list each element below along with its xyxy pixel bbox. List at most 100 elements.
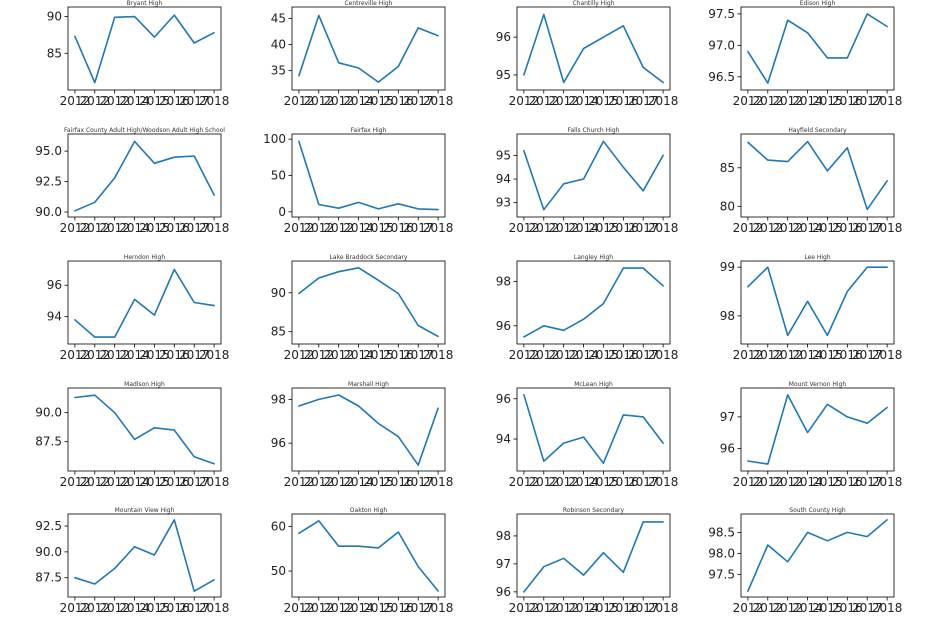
x-tick-label: 2018 — [199, 348, 230, 362]
x-tick-label: 2012 — [80, 601, 111, 615]
subplot: McLean High20122012201220142015201620172… — [496, 381, 679, 489]
axes-frame — [516, 513, 671, 598]
y-tick-label: 90 — [47, 10, 62, 24]
x-tick-label: 2012 — [60, 475, 91, 489]
series-line — [74, 394, 215, 465]
subplot-title: Hayfield Secondary — [788, 127, 847, 134]
subplot: Marshall High201220122012201420152016201… — [271, 381, 454, 489]
x-tick-label: 2018 — [423, 221, 454, 235]
series-line — [298, 266, 439, 338]
x-tick-label: 2018 — [872, 348, 903, 362]
x-tick-label: 2012 — [304, 94, 335, 108]
subplot-title: Edison High — [800, 0, 836, 7]
y-tick-label: 96 — [720, 441, 735, 455]
y-tick-label: 98 — [720, 309, 735, 323]
x-tick-label: 2012 — [99, 94, 130, 108]
series-line — [747, 13, 888, 84]
x-tick-label: 2015 — [588, 348, 619, 362]
axes-frame — [67, 6, 222, 91]
axes-frame — [291, 133, 446, 218]
x-tick-label: 2015 — [588, 601, 619, 615]
series-line — [747, 266, 888, 337]
y-tick-label: 50 — [271, 169, 286, 183]
y-tick-label: 96 — [496, 585, 511, 599]
y-tick-label: 93 — [496, 196, 511, 210]
subplot: Falls Church High20122012201220142015201… — [496, 127, 679, 235]
x-tick-label: 2018 — [872, 221, 903, 235]
x-tick-label: 2015 — [588, 221, 619, 235]
x-tick-label: 2014 — [792, 94, 823, 108]
y-tick-label: 85 — [271, 325, 286, 339]
x-tick-label: 2014 — [119, 601, 150, 615]
x-tick-label: 2018 — [199, 601, 230, 615]
y-tick-label: 45 — [271, 12, 286, 26]
series-line — [74, 140, 215, 212]
x-tick-label: 2016 — [159, 221, 190, 235]
x-tick-label: 2018 — [648, 475, 679, 489]
x-tick-label: 2014 — [343, 221, 374, 235]
x-tick-label: 2016 — [608, 475, 639, 489]
axes-frame — [516, 6, 671, 91]
x-tick-label: 2016 — [832, 348, 863, 362]
x-tick-label: 2015 — [139, 348, 170, 362]
x-tick-label: 2016 — [608, 94, 639, 108]
subplot: Chantilly High20122012201220142015201620… — [496, 0, 679, 108]
x-tick-label: 2016 — [832, 601, 863, 615]
x-tick-label: 2016 — [159, 475, 190, 489]
x-tick-label: 2012 — [772, 601, 803, 615]
x-tick-label: 2016 — [383, 348, 414, 362]
x-tick-label: 2017 — [179, 601, 210, 615]
x-tick-label: 2012 — [304, 475, 335, 489]
axes-frame — [291, 513, 446, 598]
y-tick-label: 90.0 — [35, 545, 62, 559]
x-tick-label: 2015 — [363, 475, 394, 489]
subplot-title: Bryant High — [127, 0, 163, 7]
x-tick-label: 2012 — [284, 348, 315, 362]
x-tick-label: 2017 — [403, 475, 434, 489]
x-tick-label: 2012 — [772, 221, 803, 235]
y-tick-label: 98.5 — [708, 525, 735, 539]
y-tick-label: 85 — [47, 46, 62, 60]
subplot-title: Fairfax County Adult High/Woodson Adult … — [64, 127, 225, 134]
y-tick-label: 94 — [496, 432, 511, 446]
x-tick-label: 2012 — [509, 94, 540, 108]
y-tick-label: 87.5 — [35, 435, 62, 449]
y-tick-label: 95 — [496, 148, 511, 162]
y-tick-label: 97.0 — [708, 38, 735, 52]
subplot-title: Madison High — [124, 381, 165, 388]
series-line — [298, 140, 439, 211]
x-tick-label: 2016 — [159, 348, 190, 362]
y-tick-label: 85 — [720, 161, 735, 175]
x-tick-label: 2012 — [323, 348, 354, 362]
x-tick-label: 2017 — [628, 221, 659, 235]
x-tick-label: 2018 — [872, 601, 903, 615]
x-tick-label: 2012 — [80, 94, 111, 108]
subplot-title: Lee High — [804, 254, 831, 261]
series-line — [74, 14, 215, 84]
series-line — [747, 394, 888, 465]
x-tick-label: 2012 — [80, 475, 111, 489]
x-tick-label: 2017 — [179, 348, 210, 362]
x-tick-label: 2012 — [509, 475, 540, 489]
x-tick-label: 2014 — [792, 601, 823, 615]
x-tick-label: 2012 — [323, 475, 354, 489]
x-tick-label: 2015 — [812, 221, 843, 235]
y-tick-label: 97 — [720, 410, 735, 424]
axes-frame — [291, 260, 446, 345]
y-tick-label: 97.5 — [708, 7, 735, 21]
x-tick-label: 2015 — [363, 221, 394, 235]
x-tick-label: 2018 — [423, 348, 454, 362]
x-tick-label: 2015 — [363, 601, 394, 615]
x-tick-label: 2012 — [772, 94, 803, 108]
subplot: Robinson Secondary2012201220122014201520… — [496, 507, 679, 615]
x-tick-label: 2016 — [832, 94, 863, 108]
x-tick-label: 2014 — [568, 475, 599, 489]
x-tick-label: 2014 — [343, 348, 374, 362]
x-tick-label: 2012 — [509, 601, 540, 615]
x-tick-label: 2018 — [199, 221, 230, 235]
x-tick-label: 2017 — [403, 94, 434, 108]
y-tick-label: 99 — [720, 260, 735, 274]
subplot: Mountain View High2012201220122014201520… — [35, 507, 229, 615]
x-tick-label: 2012 — [529, 601, 560, 615]
x-tick-label: 2012 — [284, 601, 315, 615]
